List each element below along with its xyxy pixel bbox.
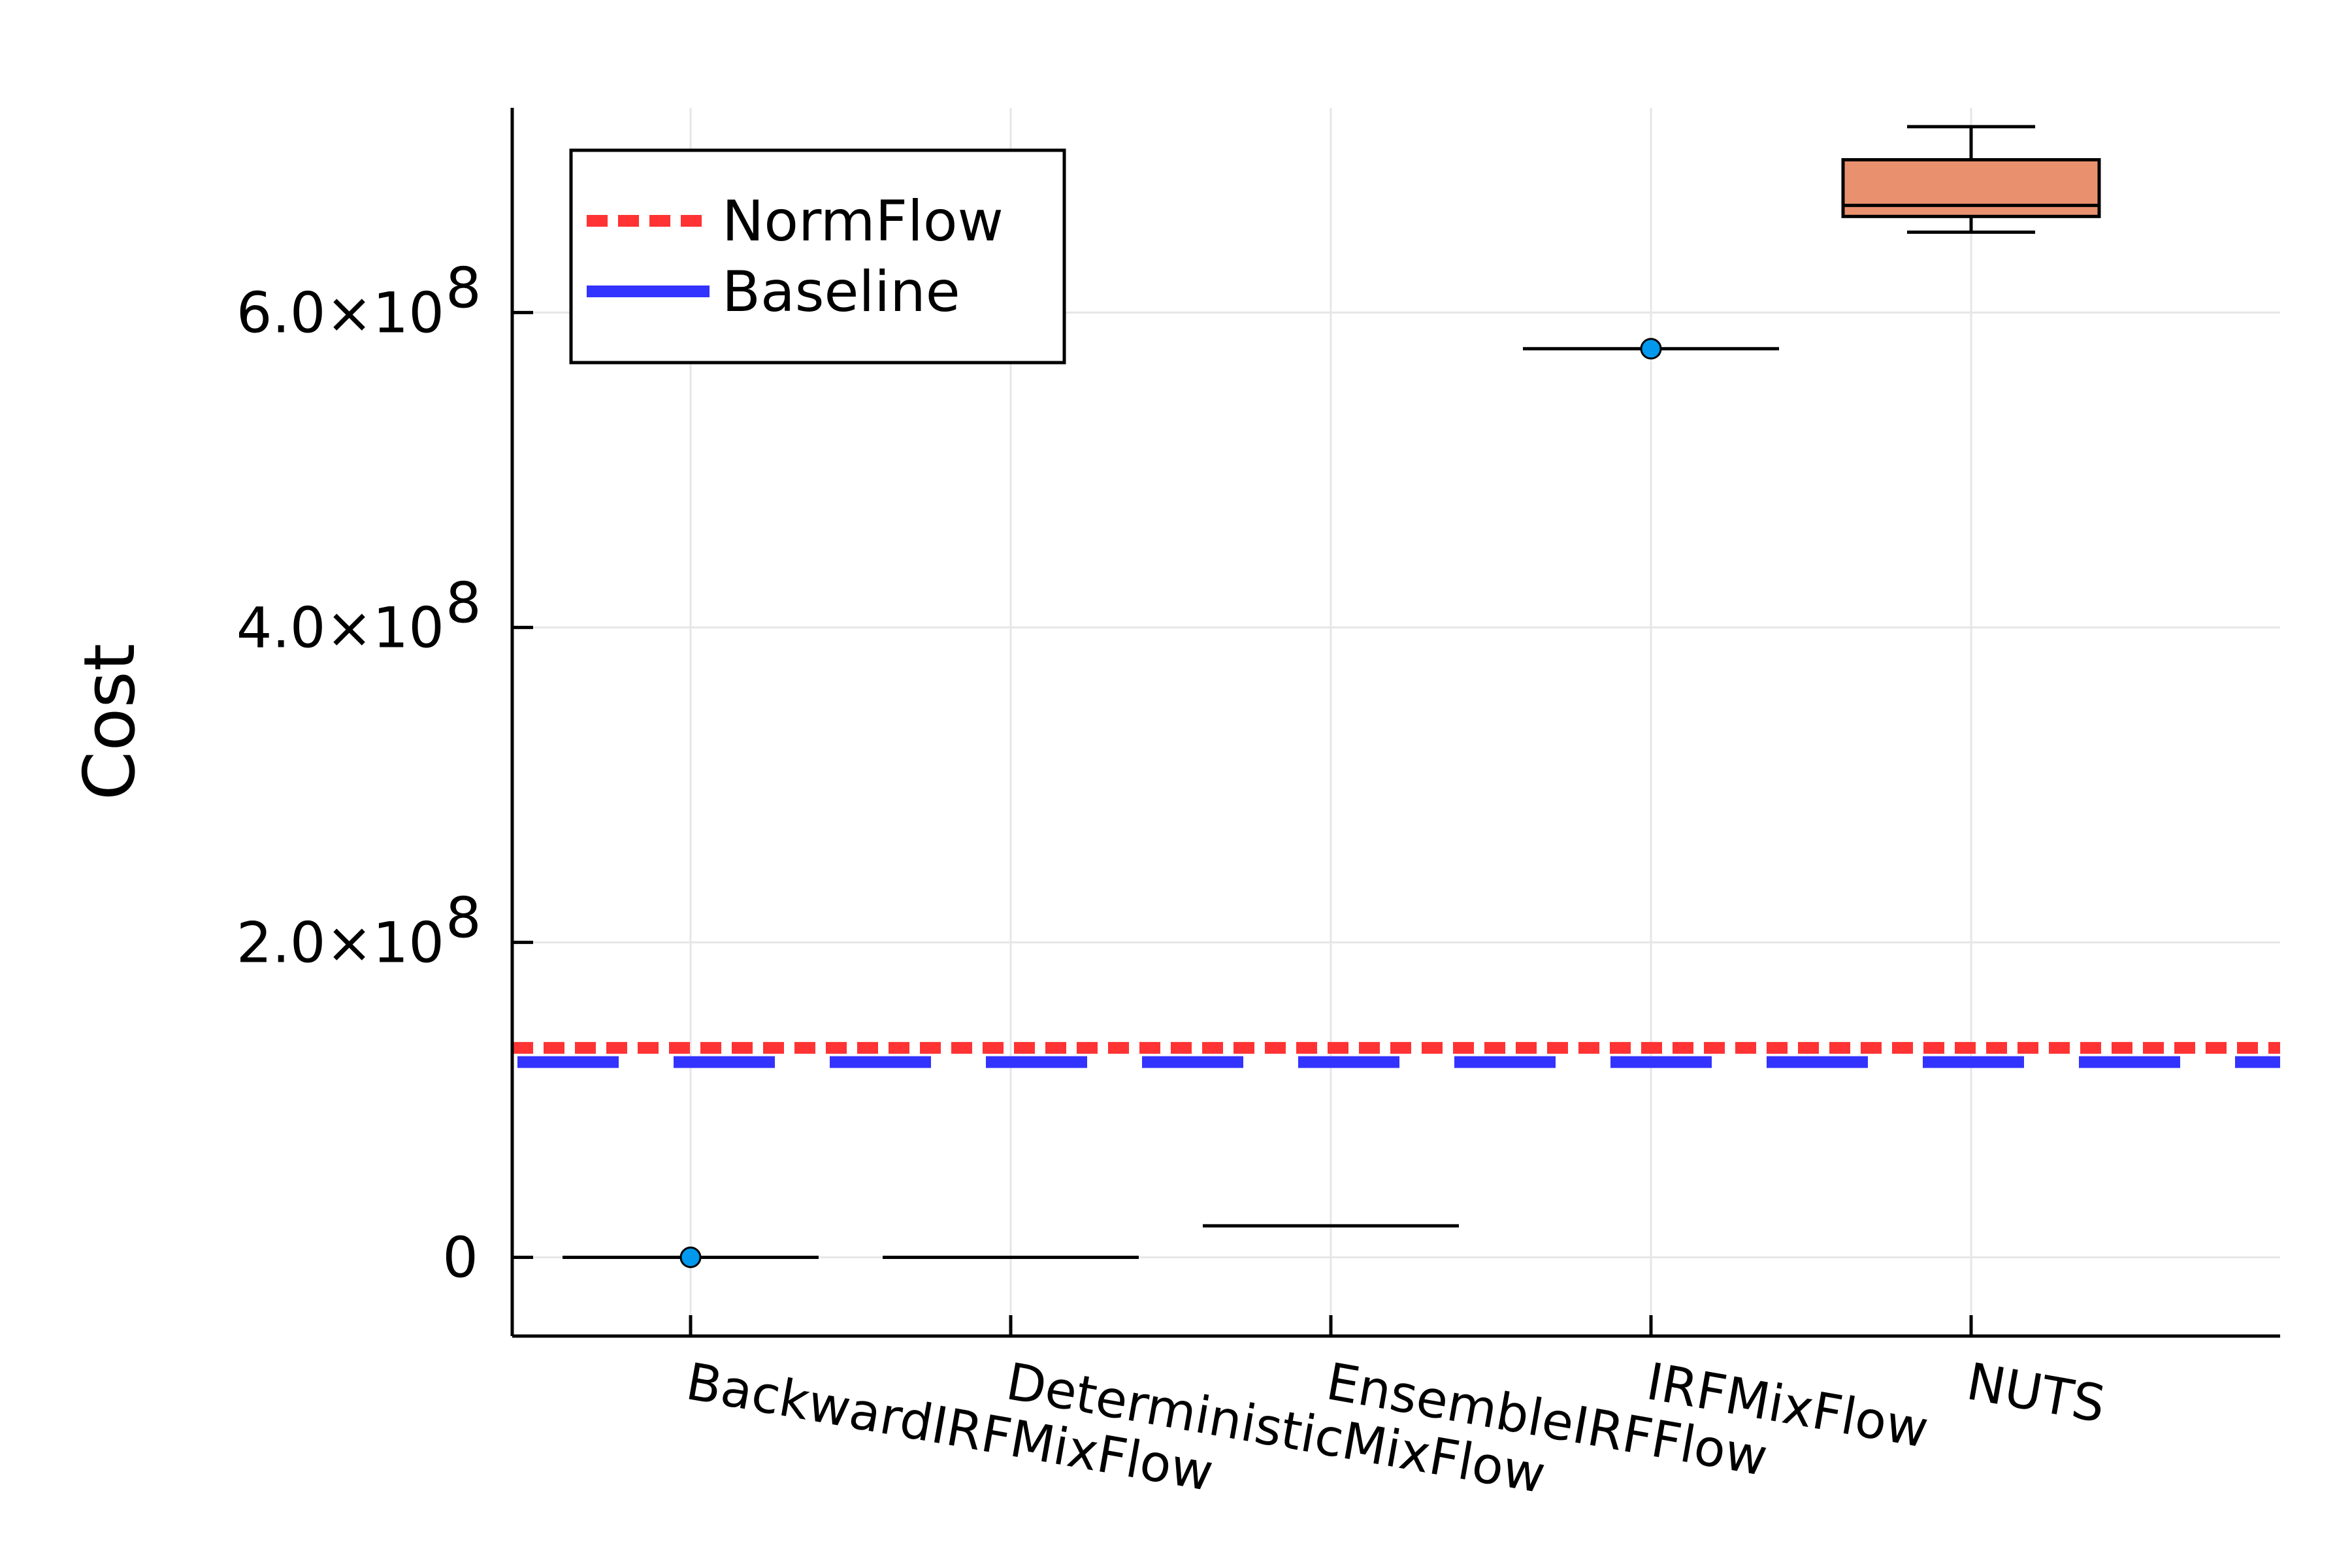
y-axis-title: Cost [69,644,151,800]
legend-label: NormFlow [722,189,1004,254]
y-tick-exponent: 8 [446,255,482,321]
box-body [1841,158,2101,218]
box-NUTS [1841,125,2101,234]
reference-lines [512,1041,2280,1068]
box-BackwardIRFMixFlow [563,1246,819,1268]
boxes [563,125,2101,1268]
axes [510,108,2280,1338]
legend-label: Baseline [722,259,960,325]
outlier-point [679,1246,702,1268]
y-tick-label: 2.0×10 [237,910,444,975]
y-tick-label: 4.0×10 [237,595,444,661]
outlier-point [1640,338,1662,360]
y-tick-label: 0 [442,1225,478,1290]
box-IRFMixFlow [1523,338,1779,360]
y-tick-exponent: 8 [446,885,482,951]
y-tick-label: 6.0×10 [237,280,444,346]
legend-box [569,148,1066,365]
y-tick-exponent: 8 [446,570,482,636]
